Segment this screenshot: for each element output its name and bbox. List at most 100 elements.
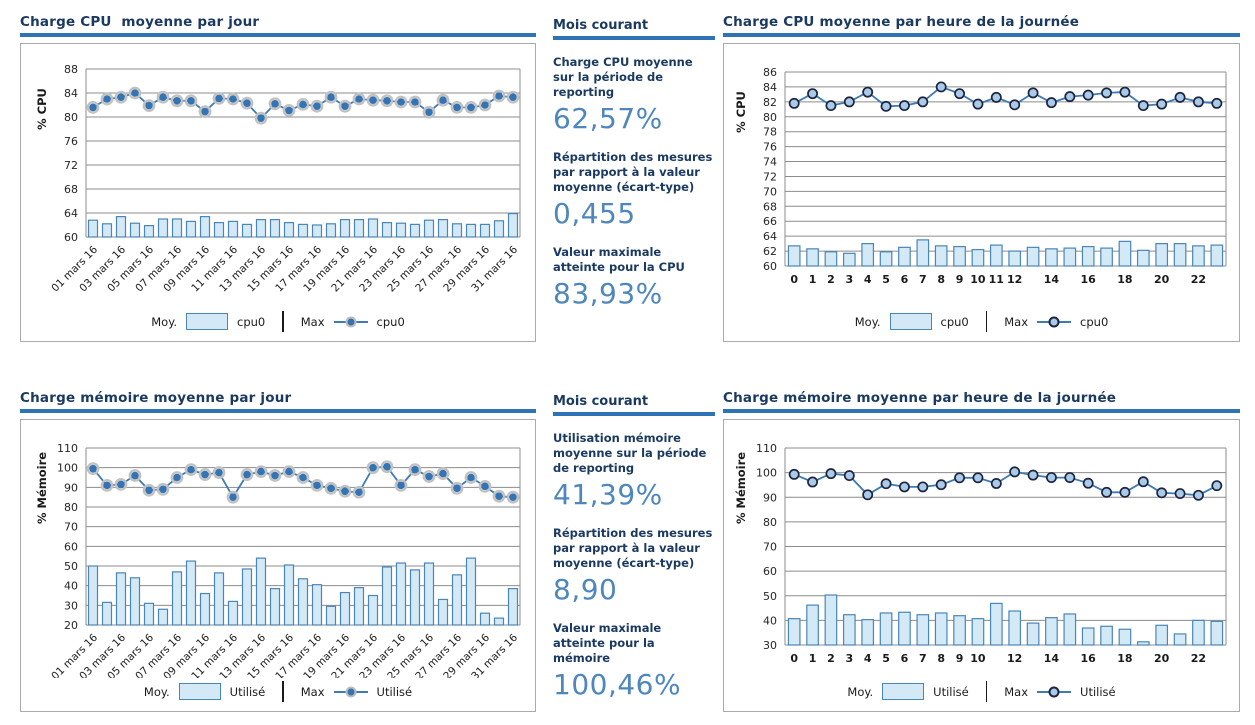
svg-text:7: 7 xyxy=(919,652,927,665)
stat-value: 8,90 xyxy=(553,572,618,606)
legend-bar-swatch xyxy=(178,683,221,700)
legend-bar-swatch xyxy=(889,313,932,330)
chart-panel-memory-daily: Charge mémoire moyenne par jour 20 30 40 50… xyxy=(20,390,536,712)
svg-text:18: 18 xyxy=(1117,273,1132,286)
svg-text:5: 5 xyxy=(882,273,890,286)
svg-text:1: 1 xyxy=(809,652,817,665)
svg-text:100: 100 xyxy=(57,462,78,475)
svg-text:88: 88 xyxy=(64,63,78,76)
svg-text:2: 2 xyxy=(827,273,835,286)
svg-text:22: 22 xyxy=(1191,652,1206,665)
svg-text:9: 9 xyxy=(956,652,964,665)
svg-text:1: 1 xyxy=(809,273,817,286)
stat-label: Valeur maximale atteinte pour la mémoire xyxy=(553,621,662,665)
legend-max-label: Max xyxy=(300,314,325,329)
legend-bar-series-name: cpu0 xyxy=(940,314,969,329)
legend-moy-label: Moy. xyxy=(847,684,874,699)
svg-text:80: 80 xyxy=(763,516,777,529)
svg-text:10: 10 xyxy=(970,273,986,286)
legend-line-swatch xyxy=(1037,320,1072,323)
stat-value: 83,93% xyxy=(553,276,663,310)
svg-text:% CPU: % CPU xyxy=(734,91,748,133)
svg-text:14: 14 xyxy=(1044,273,1060,286)
legend-line-swatch xyxy=(1037,690,1072,693)
legend-separator xyxy=(282,311,284,332)
svg-text:8: 8 xyxy=(937,273,945,286)
svg-text:40: 40 xyxy=(763,614,777,627)
chart-title: Charge mémoire moyenne par heure de la j… xyxy=(723,390,1117,406)
svg-text:6: 6 xyxy=(901,273,909,286)
chart-title: Charge mémoire moyenne par jour xyxy=(20,390,292,406)
svg-text:16: 16 xyxy=(1081,652,1097,665)
svg-text:12: 12 xyxy=(1007,652,1022,665)
chart-legend: Moy. cpu0 Max cpu0 xyxy=(855,311,1108,332)
svg-text:72: 72 xyxy=(763,170,777,183)
svg-text:20: 20 xyxy=(1154,652,1170,665)
svg-text:60: 60 xyxy=(763,260,777,273)
svg-text:80: 80 xyxy=(64,501,78,514)
svg-text:86: 86 xyxy=(763,66,777,79)
svg-text:78: 78 xyxy=(763,126,777,139)
legend-bar-series-name: Utilisé xyxy=(229,684,266,699)
svg-text:5: 5 xyxy=(882,652,890,665)
svg-text:0: 0 xyxy=(790,652,798,665)
svg-text:20: 20 xyxy=(64,619,78,632)
svg-text:62: 62 xyxy=(763,245,777,258)
legend-max-label: Max xyxy=(1004,314,1029,329)
legend-line-series-name: Utilisé xyxy=(1080,684,1116,699)
svg-text:80: 80 xyxy=(763,111,777,124)
svg-text:60: 60 xyxy=(64,540,78,553)
legend-line-swatch xyxy=(333,320,368,323)
stat-value: 0,455 xyxy=(553,196,636,230)
svg-text:66: 66 xyxy=(763,215,777,228)
legend-line-series-name: Utilisé xyxy=(376,684,413,699)
legend-separator xyxy=(985,681,988,702)
svg-text:84: 84 xyxy=(64,87,78,100)
svg-text:68: 68 xyxy=(763,200,777,213)
svg-text:30: 30 xyxy=(64,599,78,612)
svg-text:110: 110 xyxy=(57,442,78,455)
legend-bar-swatch xyxy=(186,313,229,330)
legend-line-swatch xyxy=(333,690,368,693)
chart-frame: 60 62 64 66 68 70 72 74 76 78 80 82 84 86% CPU 0 1 2 3 4 5 6… xyxy=(723,43,1240,342)
stats-heading: Mois courant xyxy=(553,18,649,33)
svg-text:76: 76 xyxy=(64,135,78,148)
chart-title: Charge CPU moyenne par heure de la journ… xyxy=(723,14,1080,30)
title-underline xyxy=(20,409,536,413)
svg-text:8: 8 xyxy=(937,652,945,665)
svg-text:50: 50 xyxy=(763,590,777,603)
svg-text:90: 90 xyxy=(64,481,78,494)
chart-title: Charge CPU moyenne par jour xyxy=(20,14,260,30)
stats-panel-memory: Mois courant Utilisation mémoire moyenne… xyxy=(553,394,715,701)
svg-text:68: 68 xyxy=(64,183,78,196)
svg-text:4: 4 xyxy=(864,652,872,665)
svg-text:60: 60 xyxy=(763,565,777,578)
svg-text:7: 7 xyxy=(919,273,927,286)
svg-text:70: 70 xyxy=(763,541,777,554)
svg-text:20: 20 xyxy=(1154,273,1170,286)
svg-text:60: 60 xyxy=(64,231,78,244)
title-underline xyxy=(723,33,1240,37)
svg-text:16: 16 xyxy=(1081,273,1097,286)
chart-frame: 20 30 40 50 60 70 80 90 100 110% Mémoire 01 mars 1… xyxy=(20,419,536,712)
legend-max-label: Max xyxy=(1004,684,1029,699)
stat-label: Charge CPU moyenne sur la période de rep… xyxy=(553,55,693,99)
svg-text:64: 64 xyxy=(763,230,777,243)
stats-heading: Mois courant xyxy=(553,394,649,409)
stat-label: Valeur maximale atteinte pour la CPU xyxy=(553,245,685,274)
svg-text:64: 64 xyxy=(64,207,78,220)
svg-text:40: 40 xyxy=(64,580,78,593)
title-underline xyxy=(723,409,1240,413)
svg-text:2: 2 xyxy=(827,652,835,665)
legend-bar-swatch xyxy=(882,683,925,700)
stat-label: Répartition des mesures par rapport à la… xyxy=(553,526,713,570)
stat-value: 100,46% xyxy=(553,667,682,701)
svg-text:% Mémoire: % Mémoire xyxy=(35,452,49,524)
legend-moy-label: Moy. xyxy=(151,314,178,329)
stats-underline xyxy=(553,36,715,40)
svg-text:80: 80 xyxy=(64,111,78,124)
